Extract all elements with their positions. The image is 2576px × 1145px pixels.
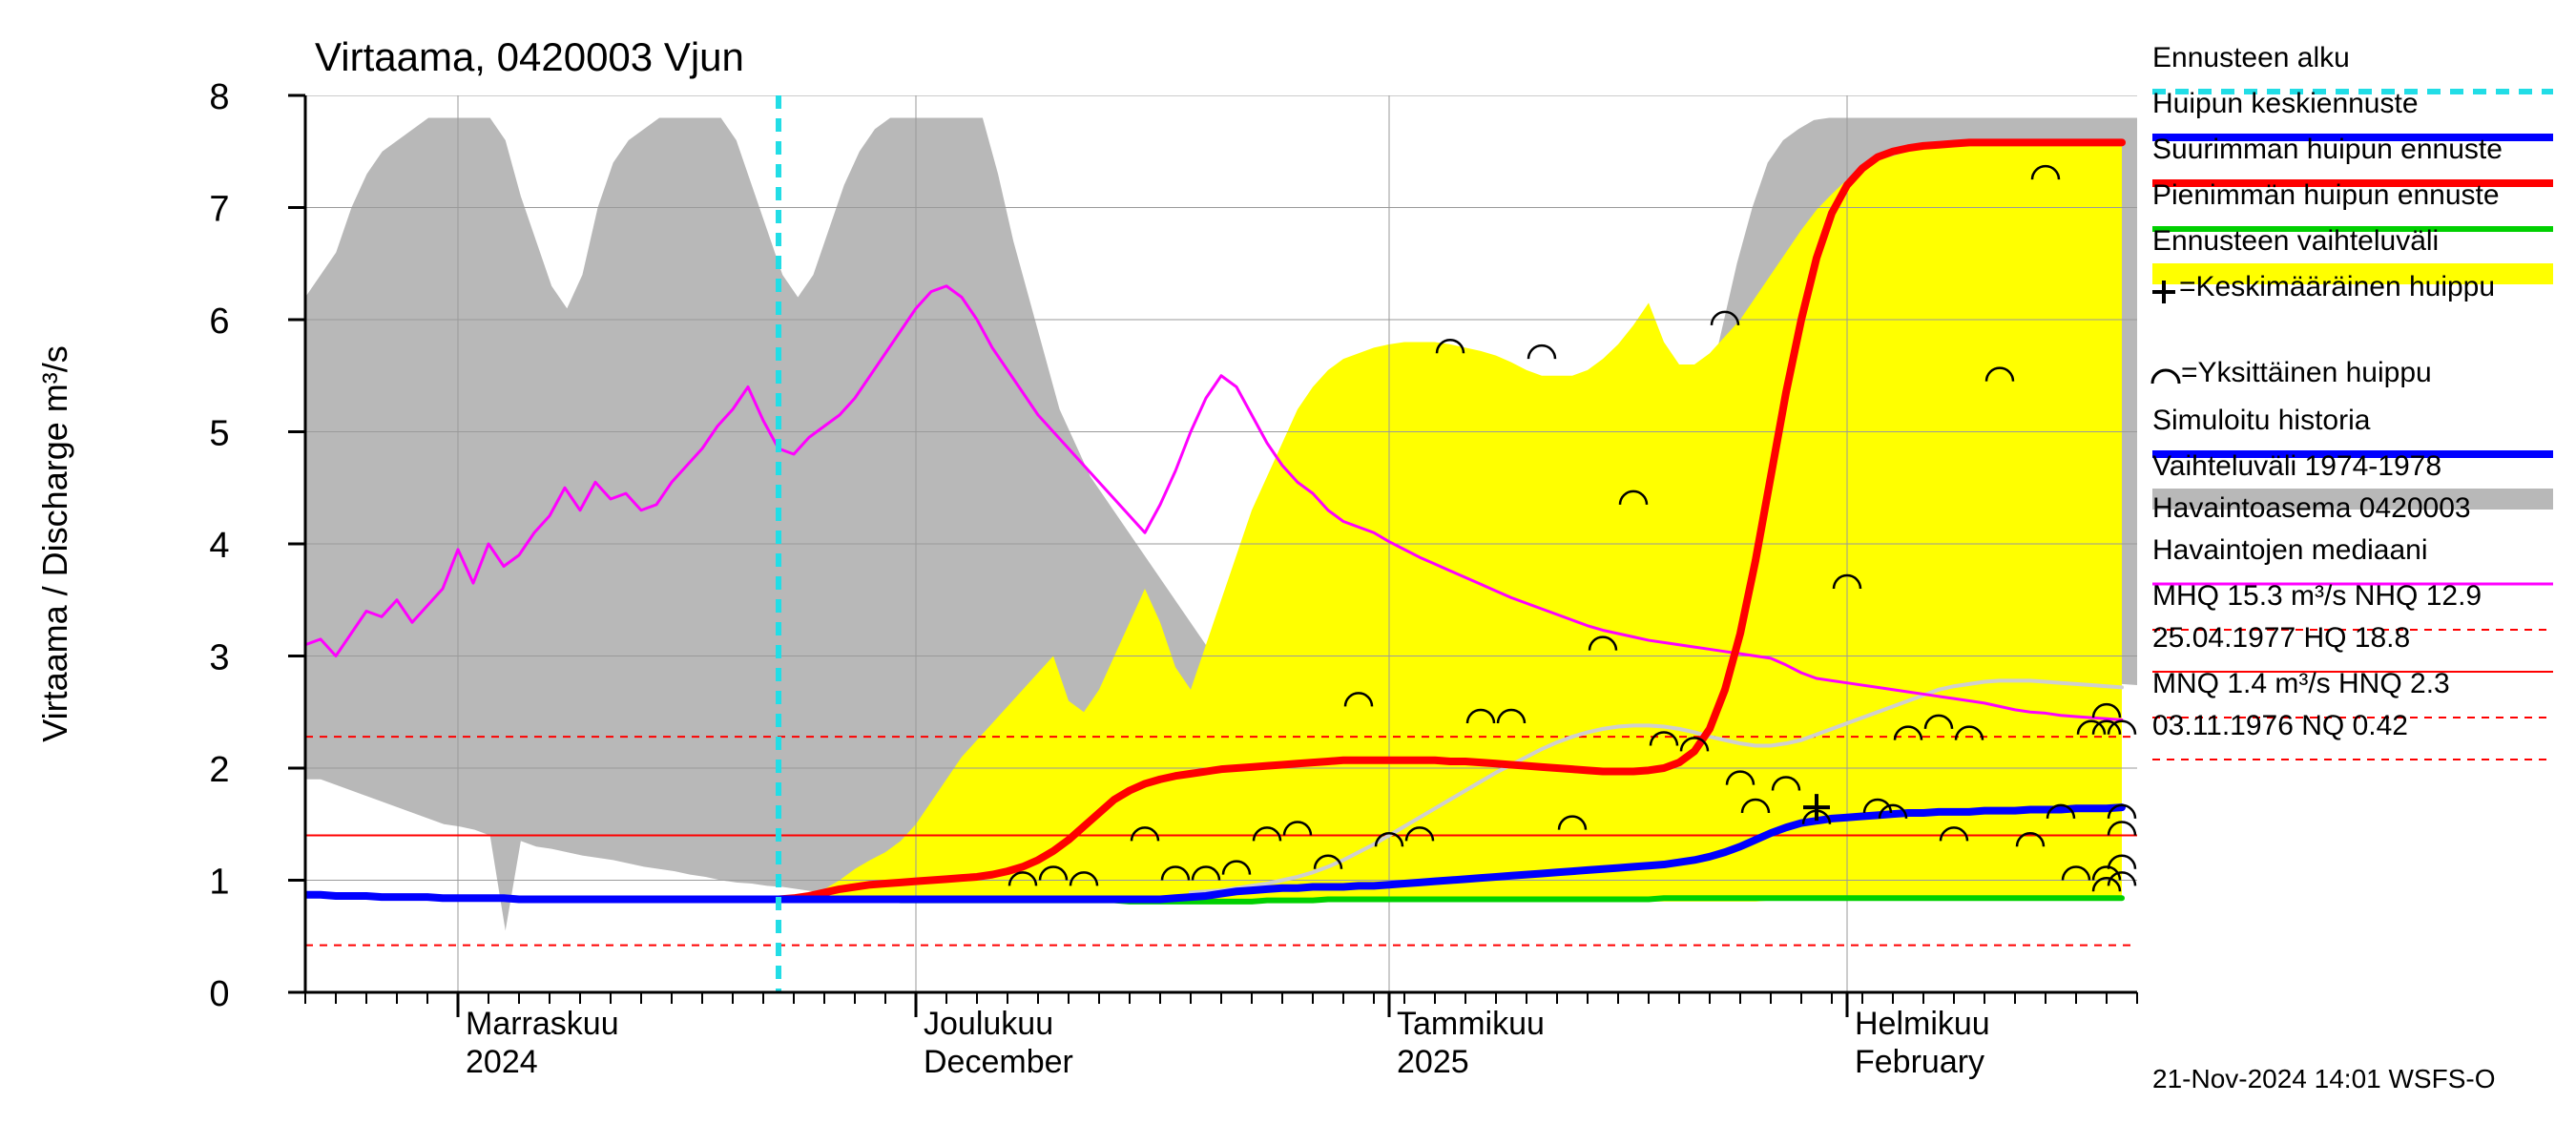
legend-label: 03.11.1976 NQ 0.42 [2152,710,2408,741]
y-tick-label: 0 [209,974,229,1014]
y-tick-label: 8 [209,77,229,117]
x-month-label: Marraskuu [466,1006,619,1042]
legend-label: Havaintoasema 0420003 [2152,492,2471,524]
x-year-label: 2024 [466,1044,538,1080]
chart-footer: 21-Nov-2024 14:01 WSFS-O [2152,1064,2496,1093]
legend-label: Ennusteen alku [2152,42,2350,73]
y-tick-label: 7 [209,190,229,230]
legend-label: Ennusteen vaihteluväli [2152,225,2439,257]
x-month-label: Helmikuu [1855,1006,1990,1042]
y-tick-label: 1 [209,863,229,903]
y-tick-label: 4 [209,526,229,566]
x-month-label: Tammikuu [1397,1006,1545,1042]
y-tick-label: 6 [209,302,229,342]
legend-label: =Yksittäinen huippu [2181,357,2432,388]
legend-label: Suurimman huipun ennuste [2152,134,2503,165]
legend-label: Vaihteluväli 1974-1978 [2152,450,2441,482]
legend-label: Pienimmän huipun ennuste [2152,179,2500,211]
legend-label: 25.04.1977 HQ 18.8 [2152,622,2410,654]
x-year-label: February [1855,1044,1984,1080]
legend-label: Simuloitu historia [2152,405,2371,436]
x-year-label: 2025 [1397,1044,1469,1080]
y-tick-label: 3 [209,638,229,678]
legend-label: Havaintojen mediaani [2152,534,2428,566]
discharge-forecast-chart: 0 1 2 3 4 5 6 7 8 Marraskuu2024 JoulukuuDecember Ta… [0,0,2576,1145]
legend-label: MHQ 15.3 m³/s NHQ 12.9 [2152,580,2482,612]
y-tick-label: 5 [209,414,229,454]
legend-label: =Keskimääräinen huippu [2179,271,2495,302]
simulated-history-line [305,895,779,900]
y-tick-label: 2 [209,750,229,790]
chart-title: Virtaama, 0420003 Vjun [315,34,744,79]
x-month-label: Joulukuu [924,1006,1053,1042]
y-axis-label: Virtaama / Discharge m³/s [35,345,74,741]
legend-label: Huipun keskiennuste [2152,88,2419,119]
x-year-label: December [924,1044,1073,1080]
legend-label: MNQ 1.4 m³/s HNQ 2.3 [2152,668,2450,699]
